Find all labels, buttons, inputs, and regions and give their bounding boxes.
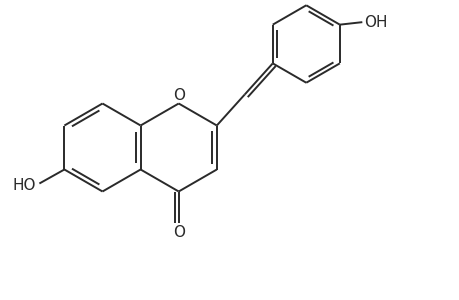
Text: O: O <box>172 225 185 240</box>
Text: HO: HO <box>12 178 36 194</box>
Text: O: O <box>172 88 185 103</box>
Text: OH: OH <box>364 15 387 30</box>
